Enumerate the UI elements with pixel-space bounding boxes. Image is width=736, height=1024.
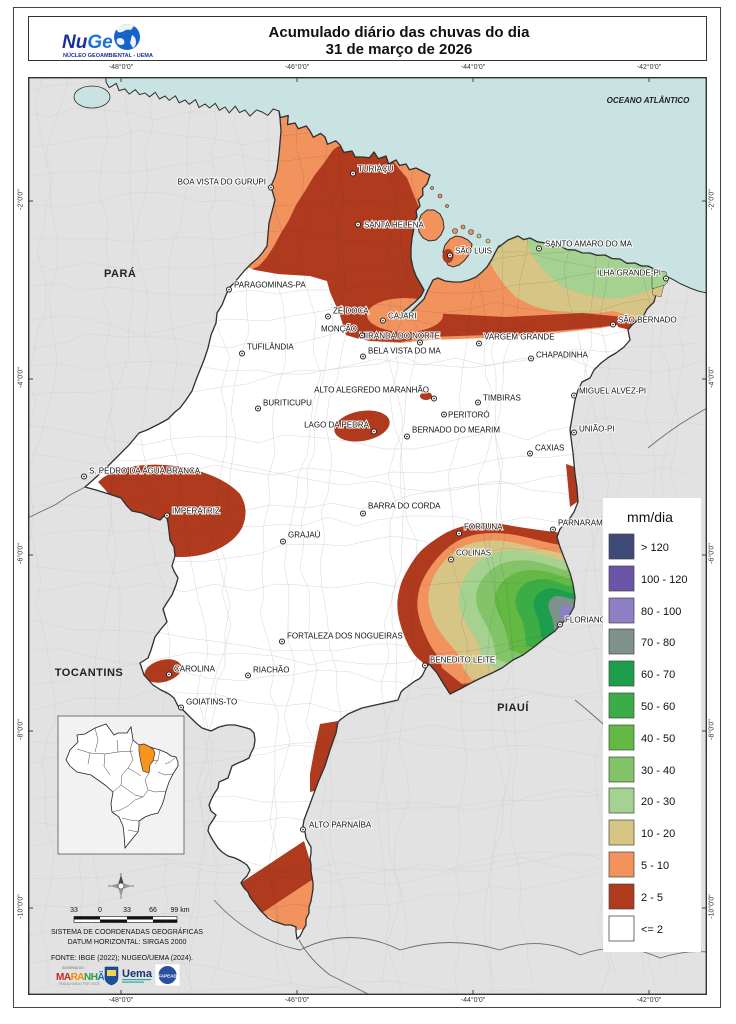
svg-text:SANTA HELENA: SANTA HELENA [364, 221, 425, 230]
svg-text:BARRA DO CORDA: BARRA DO CORDA [368, 502, 441, 511]
svg-text:GOIATINS-TO: GOIATINS-TO [186, 698, 237, 707]
svg-text:CHAPADINHA: CHAPADINHA [536, 351, 589, 360]
svg-text:2 - 5: 2 - 5 [641, 892, 663, 904]
svg-text:OCEANO ATLÂNTICO: OCEANO ATLÂNTICO [607, 96, 690, 105]
svg-text:IMPERATRIZ: IMPERATRIZ [172, 507, 220, 516]
svg-text:FONTE: IBGE (2022); NUGEO/UEMA: FONTE: IBGE (2022); NUGEO/UEMA (2024). [51, 955, 193, 962]
svg-text:TRABALHANDO POR VOCÊ: TRABALHANDO POR VOCÊ [58, 981, 100, 986]
svg-text:ILHA GRANDE-PI: ILHA GRANDE-PI [597, 269, 661, 278]
svg-text:NÚCLEO GEOAMBIENTAL - UEMA: NÚCLEO GEOAMBIENTAL - UEMA [63, 52, 153, 59]
svg-text:COLINAS: COLINAS [456, 549, 491, 558]
svg-text:PIAUÍ: PIAUÍ [497, 701, 529, 714]
svg-text:GOVERNO DO: GOVERNO DO [62, 966, 84, 970]
svg-text:80 - 100: 80 - 100 [641, 606, 681, 618]
svg-text:10 - 20: 10 - 20 [641, 828, 675, 840]
svg-text:CAJARI: CAJARI [388, 312, 416, 321]
svg-text:FLORIANO: FLORIANO [565, 616, 606, 625]
svg-text:40 - 50: 40 - 50 [641, 733, 675, 745]
svg-text:DATUM HORIZONTAL: SIRGAS 2000: DATUM HORIZONTAL: SIRGAS 2000 [68, 939, 187, 946]
svg-text:NuGe: NuGe [62, 32, 113, 53]
svg-text:ALTO ALEGREDO MARANHÃO: ALTO ALEGREDO MARANHÃO [314, 386, 429, 395]
svg-text:ALTO PARNAÍBA: ALTO PARNAÍBA [309, 821, 372, 830]
svg-text:mm/dia: mm/dia [627, 509, 673, 525]
svg-text:> 120: > 120 [641, 542, 669, 554]
svg-text:FORTALEZA DOS NOGUEIRAS: FORTALEZA DOS NOGUEIRAS [287, 632, 403, 641]
svg-text:TOCANTINS: TOCANTINS [55, 667, 123, 679]
svg-text:99 km: 99 km [170, 907, 189, 914]
svg-text:PERITORÓ: PERITORÓ [448, 411, 490, 420]
svg-text:Uema: Uema [122, 968, 153, 980]
svg-text:33: 33 [70, 907, 78, 914]
svg-text:S. PEDRO DA ÁGUA BRANCA: S. PEDRO DA ÁGUA BRANCA [89, 467, 201, 476]
svg-text:UNIÃO-PI: UNIÃO-PI [579, 425, 615, 434]
svg-text:30 - 40: 30 - 40 [641, 765, 675, 777]
svg-text:66: 66 [149, 907, 157, 914]
svg-text:5 - 10: 5 - 10 [641, 860, 669, 872]
svg-text:LAGO DA PEDRA: LAGO DA PEDRA [304, 421, 370, 430]
svg-text:BENEDITO LEITE: BENEDITO LEITE [430, 656, 495, 665]
svg-text:SÃO LUIS: SÃO LUIS [455, 247, 492, 256]
svg-text:20 - 30: 20 - 30 [641, 796, 675, 808]
svg-text:ZÉ DOCA: ZÉ DOCA [333, 307, 369, 316]
svg-text:BELA VISTA DO MA: BELA VISTA DO MA [368, 347, 441, 356]
svg-text:RIACHÃO: RIACHÃO [253, 666, 289, 675]
svg-text:SÃO BERNADO: SÃO BERNADO [618, 316, 677, 325]
svg-text:CAXIAS: CAXIAS [535, 444, 564, 453]
svg-text:MONÇÃO: MONÇÃO [321, 325, 357, 334]
svg-text:33: 33 [123, 907, 131, 914]
svg-text:PARÁ: PARÁ [104, 267, 136, 280]
svg-text:PARNARAMA: PARNARAMA [558, 519, 609, 528]
svg-text:MIGUEL ALVEZ-PI: MIGUEL ALVEZ-PI [579, 387, 646, 396]
svg-text:SANTO AMARO DO MA: SANTO AMARO DO MA [545, 240, 633, 249]
svg-text:70 - 80: 70 - 80 [641, 637, 675, 649]
svg-text:GRAJAÚ: GRAJAÚ [288, 531, 321, 540]
svg-text:BURITICUPU: BURITICUPU [263, 399, 312, 408]
svg-text:FAPEAD: FAPEAD [158, 974, 177, 979]
svg-text:PARAGOMINAS-PA: PARAGOMINAS-PA [234, 281, 306, 290]
svg-text:60 - 70: 60 - 70 [641, 669, 675, 681]
svg-text:TIMBIRAS: TIMBIRAS [483, 394, 521, 403]
svg-text:50 - 60: 50 - 60 [641, 701, 675, 713]
svg-text:<= 2: <= 2 [641, 924, 663, 936]
svg-text:VARGEM GRANDE: VARGEM GRANDE [484, 333, 555, 342]
svg-text:BOA VISTA DO GURUPI: BOA VISTA DO GURUPI [178, 178, 266, 187]
svg-text:FORTUNA: FORTUNA [464, 523, 503, 532]
svg-text:SISTEMA DE COORDENADAS GEOGRÁF: SISTEMA DE COORDENADAS GEOGRÁFICAS [51, 927, 203, 936]
svg-text:MIRANDA DO NORTE: MIRANDA DO NORTE [359, 332, 440, 341]
svg-text:BERNADO DO MEARIM: BERNADO DO MEARIM [412, 426, 500, 435]
svg-text:TURIAÇU: TURIAÇU [358, 165, 394, 174]
svg-text:0: 0 [98, 907, 102, 914]
svg-text:100 - 120: 100 - 120 [641, 574, 687, 586]
svg-text:TUFILÂNDIA: TUFILÂNDIA [247, 343, 294, 352]
svg-text:CAROLINA: CAROLINA [174, 665, 216, 674]
